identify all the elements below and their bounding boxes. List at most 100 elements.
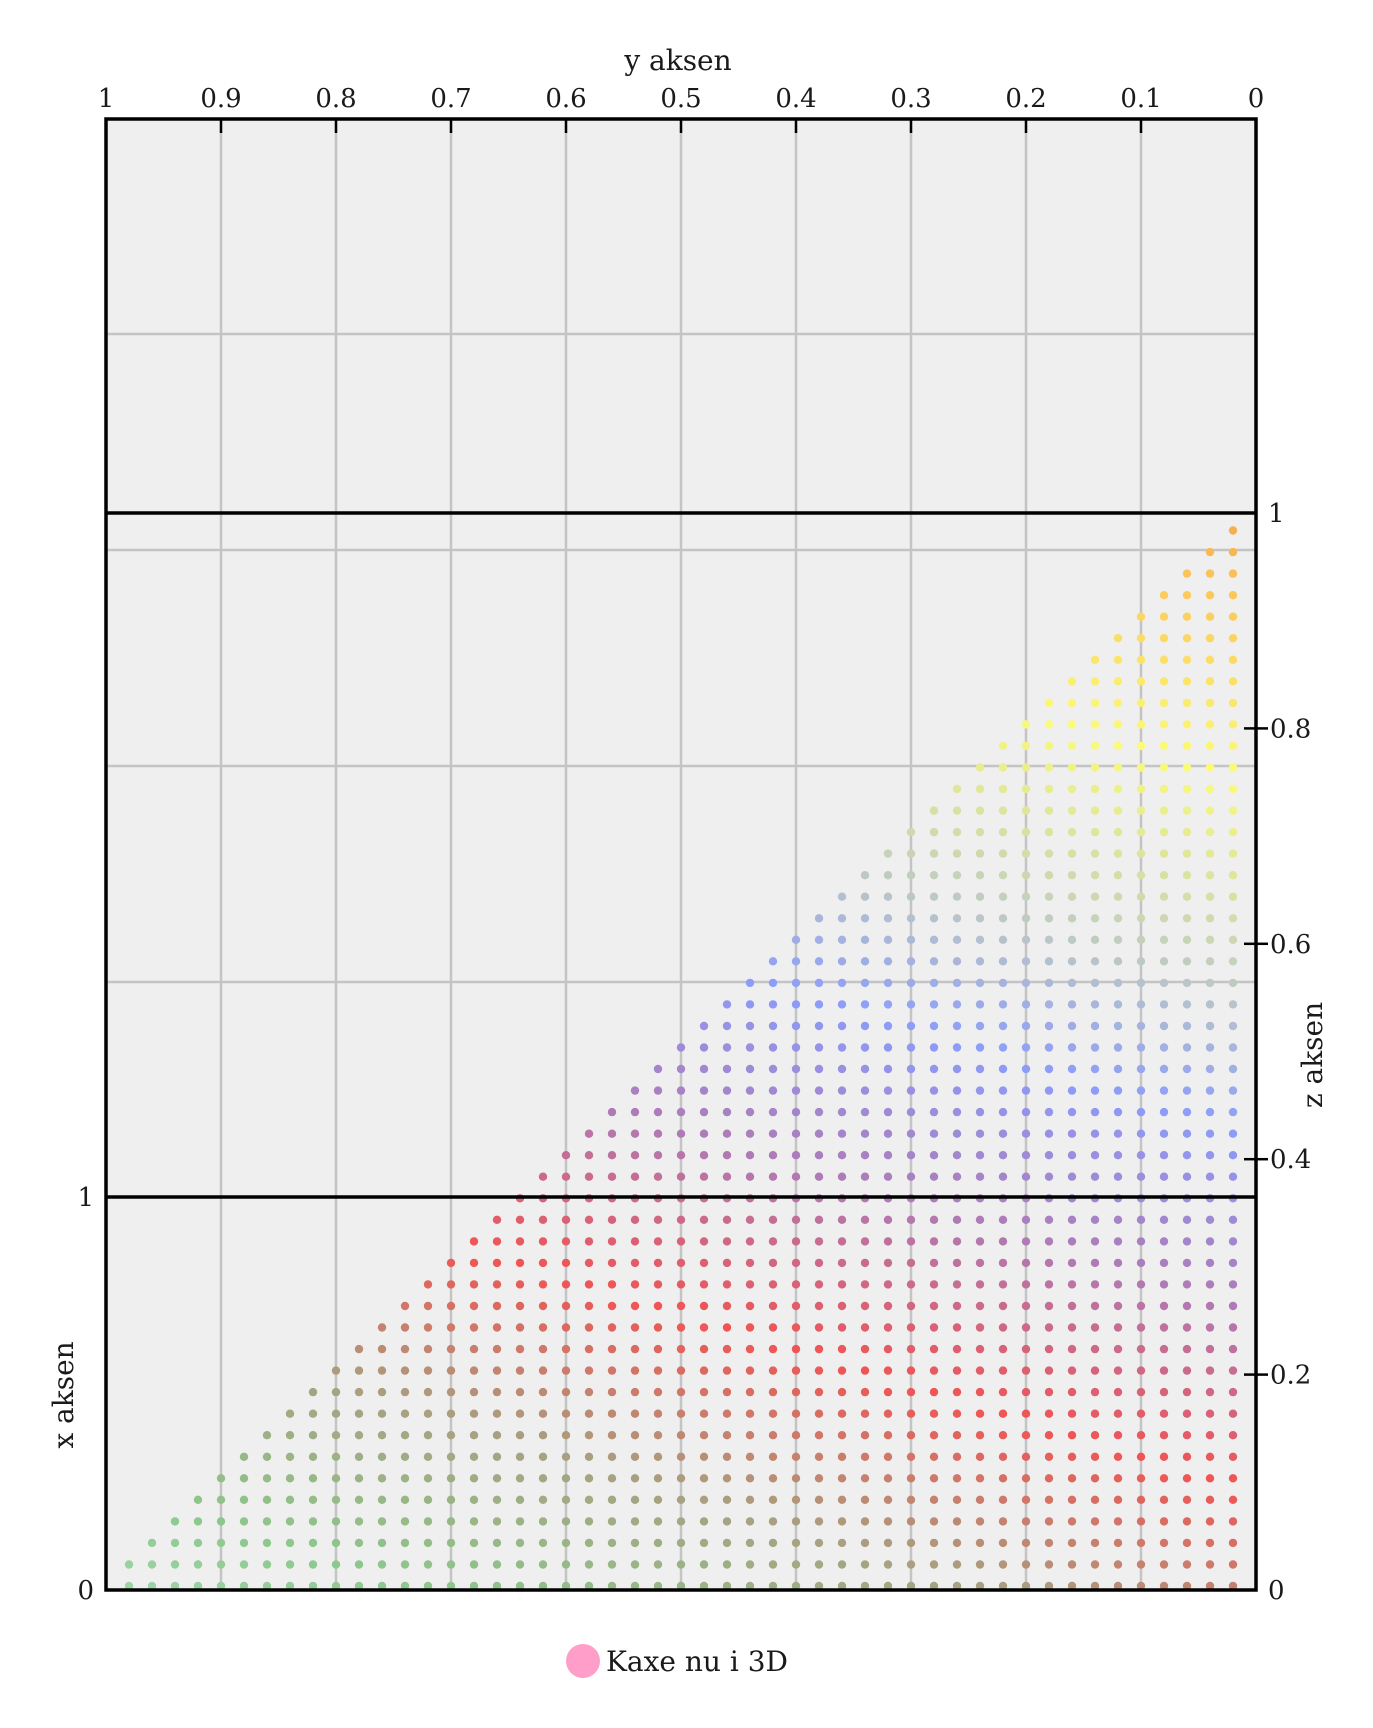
- data-point: [331, 1560, 341, 1569]
- data-point: [1205, 1043, 1215, 1052]
- data-point: [584, 1215, 594, 1225]
- data-point: [446, 1280, 456, 1289]
- data-point: [469, 1237, 479, 1246]
- data-point: [423, 1495, 433, 1505]
- data-point: [791, 1107, 801, 1117]
- data-point: [1113, 1043, 1123, 1052]
- data-point: [1090, 1086, 1100, 1095]
- data-point: [285, 1581, 295, 1591]
- data-point: [607, 1301, 617, 1311]
- data-point: [975, 892, 985, 901]
- data-point: [262, 1431, 272, 1440]
- data-point: [239, 1452, 249, 1462]
- data-point: [1159, 1258, 1169, 1268]
- data-point: [975, 763, 985, 772]
- data-point: [469, 1581, 479, 1591]
- data-point: [1205, 1064, 1215, 1074]
- data-point: [630, 1344, 640, 1354]
- data-point: [860, 1215, 870, 1225]
- data-point: [630, 1495, 640, 1505]
- data-point: [1159, 1560, 1169, 1569]
- data-point: [883, 1517, 893, 1526]
- data-point: [975, 1021, 985, 1031]
- data-point: [952, 1064, 962, 1074]
- data-point: [860, 1129, 870, 1138]
- data-point: [653, 1517, 663, 1526]
- data-point: [998, 1215, 1008, 1225]
- legend-label: Kaxe nu i 3D: [606, 1645, 788, 1678]
- data-point: [952, 1237, 962, 1246]
- data-point: [469, 1474, 479, 1483]
- data-point: [239, 1517, 249, 1526]
- data-point: [998, 1151, 1008, 1160]
- data-point: [446, 1538, 456, 1548]
- data-point: [998, 1129, 1008, 1138]
- data-point: [630, 1107, 640, 1117]
- legend: Kaxe nu i 3D: [566, 1644, 788, 1678]
- data-point: [1205, 1258, 1215, 1268]
- data-point: [1159, 1021, 1169, 1031]
- data-point: [377, 1474, 387, 1483]
- data-point: [929, 1560, 939, 1569]
- data-point: [1136, 763, 1146, 772]
- data-point: [998, 1474, 1008, 1483]
- data-point: [423, 1409, 433, 1418]
- data-point: [1136, 935, 1146, 944]
- data-point: [1044, 806, 1054, 815]
- data-point: [1113, 1258, 1123, 1268]
- data-point: [538, 1517, 548, 1526]
- data-point: [814, 1129, 824, 1138]
- data-point: [561, 1474, 571, 1483]
- data-point: [1090, 1151, 1100, 1160]
- data-point: [1021, 1021, 1031, 1031]
- z-tick-label: 0.6: [1270, 930, 1311, 960]
- data-point: [676, 1064, 686, 1074]
- data-point: [1159, 1000, 1169, 1009]
- data-point: [1021, 1000, 1031, 1009]
- data-point: [952, 806, 962, 815]
- data-point: [676, 1129, 686, 1138]
- data-point: [630, 1409, 640, 1418]
- data-point: [1090, 1581, 1100, 1591]
- data-point: [699, 1172, 709, 1181]
- data-point: [1067, 1107, 1077, 1117]
- data-point: [1159, 1344, 1169, 1354]
- data-point: [1228, 1129, 1238, 1138]
- data-point: [791, 1474, 801, 1483]
- data-point: [1136, 957, 1146, 966]
- data-point: [1205, 1172, 1215, 1181]
- data-point: [883, 1581, 893, 1591]
- data-point: [308, 1495, 318, 1505]
- data-point: [1136, 1452, 1146, 1462]
- data-point: [1021, 806, 1031, 815]
- data-point: [1136, 1237, 1146, 1246]
- data-point: [607, 1258, 617, 1268]
- data-point: [1182, 1107, 1192, 1117]
- data-point: [1136, 1431, 1146, 1440]
- data-point: [1090, 1301, 1100, 1311]
- data-point: [929, 1280, 939, 1289]
- data-point: [929, 1581, 939, 1591]
- data-point: [1136, 1495, 1146, 1505]
- data-point: [1228, 1517, 1238, 1526]
- data-point: [814, 1021, 824, 1031]
- data-point: [676, 1151, 686, 1160]
- data-point: [538, 1452, 548, 1462]
- data-point: [607, 1215, 617, 1225]
- data-point: [814, 1064, 824, 1074]
- data-point: [929, 1064, 939, 1074]
- data-point: [952, 1172, 962, 1181]
- data-point: [354, 1581, 364, 1591]
- data-point: [791, 1043, 801, 1052]
- data-point: [768, 1387, 778, 1397]
- data-point: [1113, 1301, 1123, 1311]
- data-point: [354, 1495, 364, 1505]
- data-point: [1182, 1000, 1192, 1009]
- data-point: [860, 935, 870, 944]
- data-point: [952, 1560, 962, 1569]
- data-point: [837, 892, 847, 901]
- data-point: [952, 1043, 962, 1052]
- data-point: [906, 1280, 916, 1289]
- data-point: [837, 1172, 847, 1181]
- data-point: [216, 1560, 226, 1569]
